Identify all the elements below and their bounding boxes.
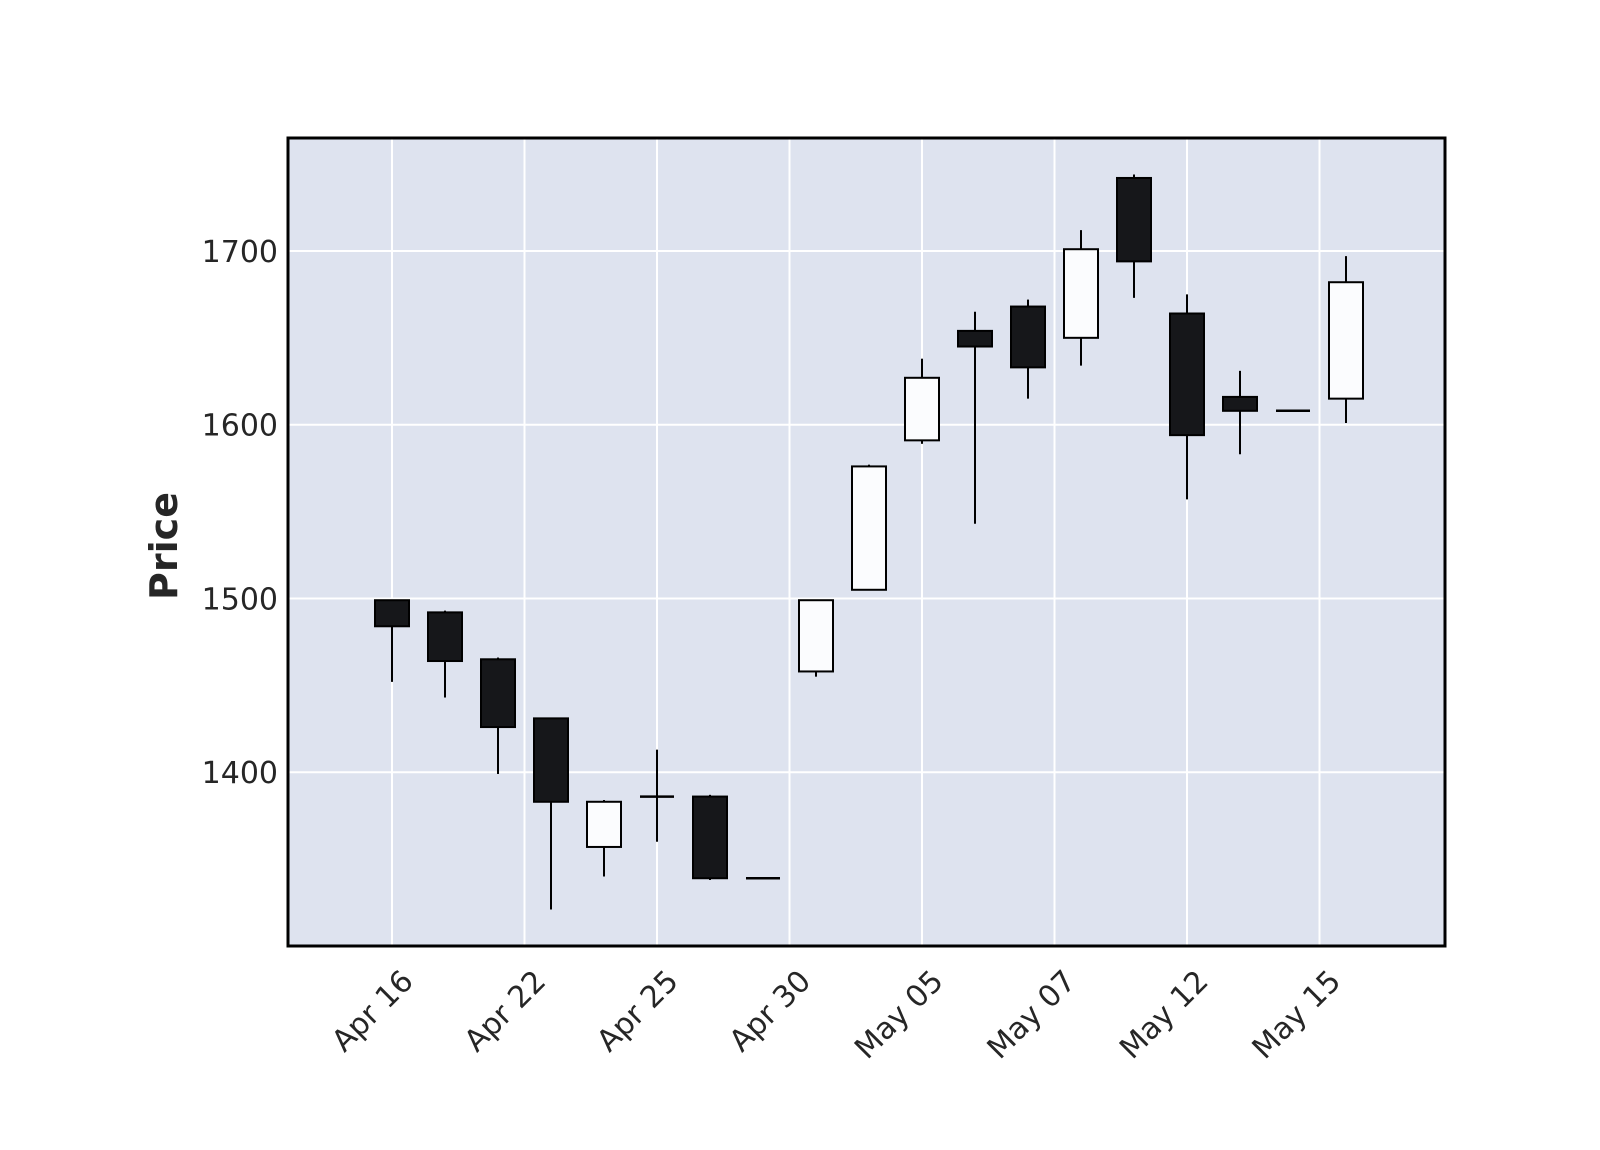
candle-body [427, 611, 463, 663]
y-tick-label: 1500 [202, 582, 278, 617]
candle-body [798, 599, 834, 673]
candle [1169, 294, 1205, 500]
candle-body [1328, 281, 1364, 400]
y-axis-label: Price [142, 492, 186, 600]
y-tick-label: 1400 [202, 756, 278, 791]
candle-body [957, 329, 993, 348]
y-tick-labels: 1400 1500 1600 1700 [202, 235, 278, 791]
candle-body [1169, 312, 1205, 437]
x-tick-label: May 15 [1246, 964, 1348, 1066]
candle [1010, 299, 1046, 399]
candle-body [586, 800, 622, 848]
candle [533, 717, 569, 910]
candle-body [1222, 395, 1258, 412]
candle [798, 599, 834, 677]
candle-body [1010, 305, 1046, 369]
candle [427, 610, 463, 698]
candle [1063, 230, 1099, 366]
x-tick-labels: Apr 16 Apr 22 Apr 25 Apr 30 May 05 May 07 May … [325, 964, 1348, 1066]
y-tick-label: 1600 [202, 409, 278, 444]
x-tick-label: Apr 30 [723, 964, 818, 1059]
candle [480, 657, 516, 774]
candle [640, 749, 674, 842]
x-tick-label: Apr 25 [590, 964, 685, 1059]
candle [904, 358, 940, 444]
x-tick-label: May 05 [848, 964, 950, 1066]
candle [1222, 370, 1258, 455]
x-tick-label: May 07 [981, 964, 1083, 1066]
candle-body [692, 795, 728, 880]
candle [374, 599, 410, 682]
candle [957, 311, 993, 524]
x-tick-label: Apr 22 [458, 964, 553, 1059]
candle [1116, 174, 1152, 298]
candle-body [851, 465, 887, 591]
candle [851, 464, 887, 591]
y-tick-label: 1700 [202, 235, 278, 270]
candle-body [1116, 176, 1152, 263]
candle-body [1063, 248, 1099, 339]
plot-frame [286, 136, 1447, 948]
candle-body [480, 658, 516, 729]
candle [1328, 256, 1364, 423]
candle [692, 794, 728, 880]
x-tick-label: May 12 [1113, 964, 1215, 1066]
candle-body [533, 717, 569, 803]
candles [374, 174, 1364, 910]
candle-body [904, 376, 940, 442]
x-tick-label: Apr 16 [325, 964, 420, 1059]
candle-body [374, 599, 410, 628]
grid-lines [288, 138, 1445, 946]
candle [586, 800, 622, 877]
